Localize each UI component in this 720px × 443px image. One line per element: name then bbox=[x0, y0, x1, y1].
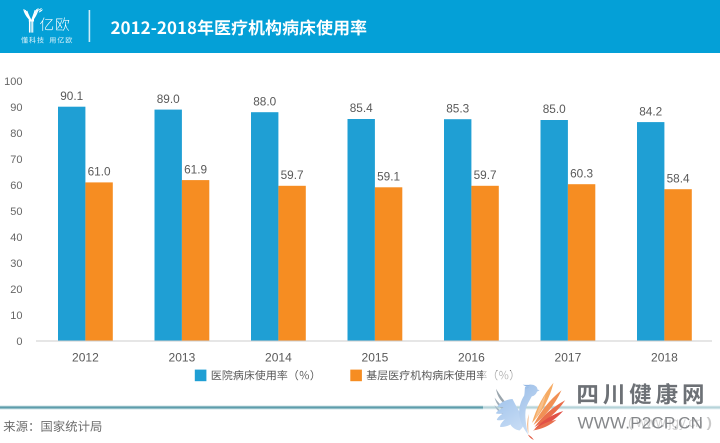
svg-text:10: 10 bbox=[10, 310, 22, 322]
svg-text:60.3: 60.3 bbox=[570, 166, 593, 180]
svg-text:61.9: 61.9 bbox=[184, 162, 207, 176]
svg-text:90: 90 bbox=[10, 102, 22, 114]
svg-text:20: 20 bbox=[10, 284, 22, 296]
svg-text:( www.jgy.cn ): ( www.jgy.cn ) bbox=[628, 415, 711, 430]
svg-text:WWW.P2CP.CN: WWW.P2CP.CN bbox=[578, 413, 704, 432]
svg-text:100: 100 bbox=[4, 76, 22, 88]
svg-text:59.7: 59.7 bbox=[281, 168, 304, 182]
svg-text:40: 40 bbox=[10, 232, 22, 244]
svg-text:85.0: 85.0 bbox=[543, 102, 566, 116]
svg-text:2017: 2017 bbox=[555, 351, 582, 365]
svg-text:89.0: 89.0 bbox=[157, 92, 180, 106]
svg-text:61.0: 61.0 bbox=[88, 165, 111, 179]
svg-text:59.7: 59.7 bbox=[474, 168, 497, 182]
svg-text:2018: 2018 bbox=[651, 351, 678, 365]
svg-text:2015: 2015 bbox=[362, 351, 389, 365]
svg-text:59.1: 59.1 bbox=[377, 170, 400, 184]
svg-text:85.4: 85.4 bbox=[350, 101, 373, 115]
svg-text:80: 80 bbox=[10, 128, 22, 140]
svg-text:): ) bbox=[707, 414, 712, 430]
svg-text:58.4: 58.4 bbox=[667, 171, 690, 185]
svg-text:50: 50 bbox=[10, 206, 22, 218]
svg-text:2013: 2013 bbox=[169, 351, 196, 365]
svg-text:30: 30 bbox=[10, 258, 22, 270]
svg-text:2012: 2012 bbox=[72, 351, 99, 365]
svg-text:85.3: 85.3 bbox=[446, 101, 469, 115]
svg-text:88.0: 88.0 bbox=[253, 94, 276, 108]
svg-text:60: 60 bbox=[10, 180, 22, 192]
svg-text:2014: 2014 bbox=[265, 351, 292, 365]
svg-text:70: 70 bbox=[10, 154, 22, 166]
svg-text:0: 0 bbox=[16, 336, 22, 348]
svg-text:90.1: 90.1 bbox=[60, 89, 83, 103]
svg-text:84.2: 84.2 bbox=[639, 104, 662, 118]
svg-text:2016: 2016 bbox=[458, 351, 485, 365]
